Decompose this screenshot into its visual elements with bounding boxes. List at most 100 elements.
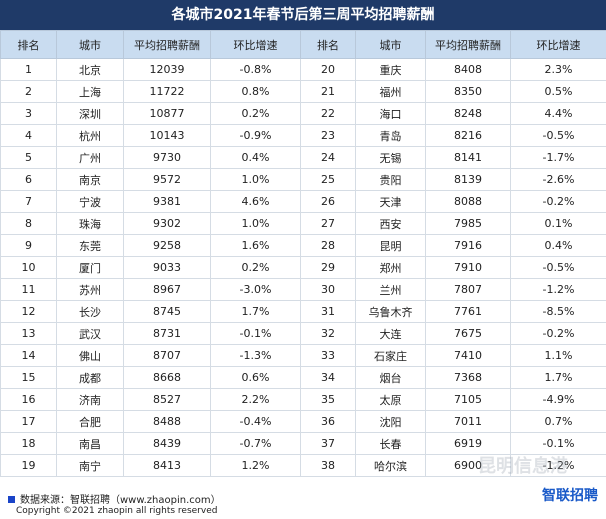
table-row: 8 珠海 9302 1.0% 27 西安 7985 0.1% <box>0 212 606 235</box>
table-cell: 7675 <box>425 322 511 345</box>
table-cell: 7985 <box>425 212 511 235</box>
table-row: 18 南昌 8439 -0.7% 37 长春 6919 -0.1% <box>0 432 606 455</box>
table-cell: 10877 <box>123 102 211 125</box>
table-row: 19 南宁 8413 1.2% 38 哈尔滨 6900 -1.2% <box>0 454 606 477</box>
table-cell: -0.2% <box>510 322 606 345</box>
table-cell: 6900 <box>425 454 511 477</box>
table-cell: 烟台 <box>355 366 426 389</box>
table-cell: 石家庄 <box>355 344 426 367</box>
table-cell: 7 <box>0 190 57 213</box>
table-cell: 37 <box>300 432 356 455</box>
table-cell: 8088 <box>425 190 511 213</box>
table-cell: 珠海 <box>56 212 124 235</box>
table-cell: 兰州 <box>355 278 426 301</box>
table-cell: 34 <box>300 366 356 389</box>
table-cell: -2.6% <box>510 168 606 191</box>
table-cell: -0.5% <box>510 124 606 147</box>
table-cell: 2.2% <box>210 388 301 411</box>
table-cell: 福州 <box>355 80 426 103</box>
table-cell: 18 <box>0 432 57 455</box>
table-cell: 25 <box>300 168 356 191</box>
table-cell: 12039 <box>123 58 211 81</box>
table-cell: -3.0% <box>210 278 301 301</box>
footer: 数据来源：智联招聘（www.zhaopin.com） Copyright ©20… <box>0 473 606 519</box>
table-cell: 8488 <box>123 410 211 433</box>
table-cell: 16 <box>0 388 57 411</box>
table-cell: 31 <box>300 300 356 323</box>
table-row: 14 佛山 8707 -1.3% 33 石家庄 7410 1.1% <box>0 344 606 367</box>
table-cell: 合肥 <box>56 410 124 433</box>
table-cell: 0.8% <box>210 80 301 103</box>
table-cell: 9730 <box>123 146 211 169</box>
table-row: 2 上海 11722 0.8% 21 福州 8350 0.5% <box>0 80 606 103</box>
copyright: Copyright ©2021 zhaopin all rights reser… <box>16 506 218 516</box>
table-cell: 广州 <box>56 146 124 169</box>
table-cell: 0.4% <box>210 146 301 169</box>
table-cell: -1.3% <box>210 344 301 367</box>
table-cell: 8439 <box>123 432 211 455</box>
header-row: 排名 城市 平均招聘薪酬 环比增速 排名 城市 平均招聘薪酬 环比增速 <box>0 30 606 59</box>
table-cell: -0.4% <box>210 410 301 433</box>
table-cell: 1.6% <box>210 234 301 257</box>
table-cell: 1.1% <box>510 344 606 367</box>
table-row: 17 合肥 8488 -0.4% 36 沈阳 7011 0.7% <box>0 410 606 433</box>
table-cell: 9033 <box>123 256 211 279</box>
table-cell: 2.3% <box>510 58 606 81</box>
table-cell: 4 <box>0 124 57 147</box>
table-cell: 8967 <box>123 278 211 301</box>
table-cell: 9302 <box>123 212 211 235</box>
table-row: 12 长沙 8745 1.7% 31 乌鲁木齐 7761 -8.5% <box>0 300 606 323</box>
table-cell: -0.7% <box>210 432 301 455</box>
table-cell: 长沙 <box>56 300 124 323</box>
table-cell: 7011 <box>425 410 511 433</box>
table-cell: 10143 <box>123 124 211 147</box>
table-cell: 西安 <box>355 212 426 235</box>
table-cell: 26 <box>300 190 356 213</box>
table-cell: 27 <box>300 212 356 235</box>
table-cell: 10 <box>0 256 57 279</box>
table-row: 13 武汉 8731 -0.1% 32 大连 7675 -0.2% <box>0 322 606 345</box>
table-cell: 29 <box>300 256 356 279</box>
title: 各城市2021年春节后第三周平均招聘薪酬 <box>0 0 606 30</box>
table-cell: 南京 <box>56 168 124 191</box>
table-cell: 30 <box>300 278 356 301</box>
table-row: 1 北京 12039 -0.8% 20 重庆 8408 2.3% <box>0 58 606 81</box>
table-cell: 1.2% <box>210 454 301 477</box>
table-cell: 昆明 <box>355 234 426 257</box>
table-cell: 35 <box>300 388 356 411</box>
table-cell: -0.5% <box>510 256 606 279</box>
table-row: 5 广州 9730 0.4% 24 无锡 8141 -1.7% <box>0 146 606 169</box>
table-cell: 1.7% <box>510 366 606 389</box>
table-cell: 8248 <box>425 102 511 125</box>
salary-table: 排名 城市 平均招聘薪酬 环比增速 排名 城市 平均招聘薪酬 环比增速 1 北京 12039 -0.… <box>0 30 606 477</box>
table-cell: -0.1% <box>210 322 301 345</box>
table-cell: 7910 <box>425 256 511 279</box>
table-cell: 38 <box>300 454 356 477</box>
table-cell: 9258 <box>123 234 211 257</box>
source: 数据来源：智联招聘（www.zhaopin.com） <box>8 491 221 506</box>
table-cell: -4.9% <box>510 388 606 411</box>
table-cell: -0.2% <box>510 190 606 213</box>
table-cell: 0.4% <box>510 234 606 257</box>
table-cell: 东莞 <box>56 234 124 257</box>
table-cell: 7761 <box>425 300 511 323</box>
table-cell: 重庆 <box>355 58 426 81</box>
table-cell: 0.5% <box>510 80 606 103</box>
header-cell: 平均招聘薪酬 <box>123 30 211 59</box>
table-cell: 14 <box>0 344 57 367</box>
table-cell: 8408 <box>425 58 511 81</box>
table-cell: 2 <box>0 80 57 103</box>
table-cell: 1 <box>0 58 57 81</box>
table-cell: 青岛 <box>355 124 426 147</box>
table-cell: 杭州 <box>56 124 124 147</box>
header-cell: 环比增速 <box>210 30 301 59</box>
table-cell: 23 <box>300 124 356 147</box>
table-cell: 8216 <box>425 124 511 147</box>
table-cell: 5 <box>0 146 57 169</box>
table-row: 16 济南 8527 2.2% 35 太原 7105 -4.9% <box>0 388 606 411</box>
table-cell: 郑州 <box>355 256 426 279</box>
table-cell: 贵阳 <box>355 168 426 191</box>
table-cell: 7105 <box>425 388 511 411</box>
table-cell: -1.7% <box>510 146 606 169</box>
